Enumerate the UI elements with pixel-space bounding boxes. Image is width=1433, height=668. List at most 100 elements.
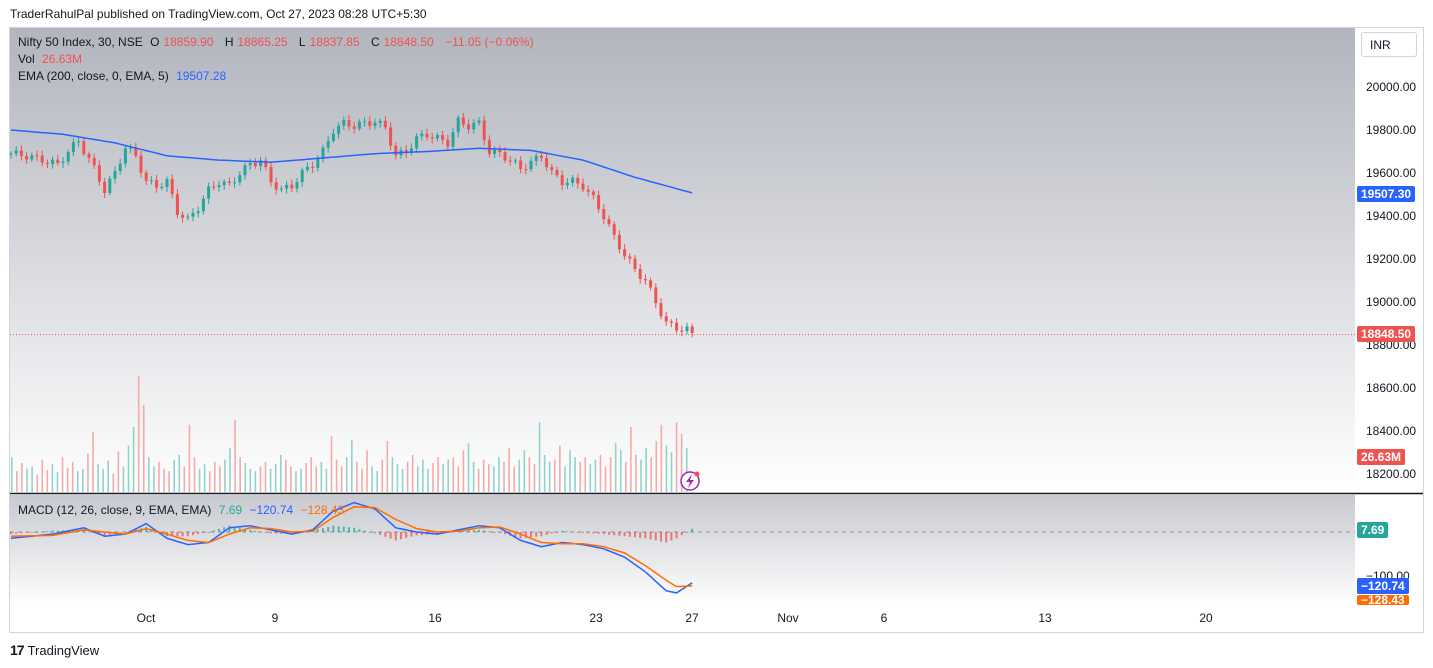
macd-histogram-bar	[202, 532, 205, 534]
candle-body	[560, 175, 564, 186]
x-tick-label: Nov	[777, 611, 798, 625]
candle-body	[326, 140, 330, 148]
volume-bar	[584, 457, 587, 492]
candle-body	[139, 155, 143, 173]
macd-histogram-bar	[634, 532, 636, 538]
candle-body	[550, 167, 554, 171]
candle-body	[108, 178, 112, 194]
macd-label[interactable]: MACD (12, 26, close, 9, EMA, EMA)	[18, 503, 212, 517]
hist-badge: 7.69	[1357, 522, 1389, 538]
candle-body	[279, 188, 283, 190]
volume-bar	[508, 447, 510, 492]
volume-bar	[300, 468, 302, 492]
candle-body	[539, 155, 543, 159]
candle-body	[14, 150, 18, 154]
volume-bar	[117, 451, 120, 492]
volume-bar	[264, 461, 267, 492]
macd-histogram-bar	[550, 532, 553, 534]
macd-histogram-bar	[108, 532, 111, 536]
y-tick-label: 19800.00	[1366, 123, 1416, 137]
candle-body	[191, 213, 195, 217]
volume-bar	[447, 459, 450, 492]
volume-bar	[619, 450, 622, 492]
candle-body	[389, 127, 393, 146]
lightning-icon[interactable]	[680, 471, 700, 491]
macd-histogram-bar	[290, 532, 293, 535]
candle-body	[233, 182, 237, 184]
candle-body	[581, 183, 585, 190]
candle-body	[82, 141, 86, 154]
macd-histogram-bar	[145, 526, 148, 532]
volume-bar	[168, 471, 170, 492]
high-value: H 18865.25	[224, 35, 288, 49]
macd-histogram-bar	[15, 532, 18, 534]
macd-histogram-bar	[36, 532, 38, 533]
candle-body	[623, 249, 627, 257]
main-pane-background	[10, 28, 1355, 493]
candle-body	[373, 122, 377, 126]
macd-histogram-bar	[88, 531, 90, 533]
candle-body	[290, 184, 294, 189]
macd-histogram-bar	[394, 532, 397, 541]
candle-body	[129, 147, 133, 149]
close-value: C 18848.50	[371, 35, 434, 49]
candle-body	[451, 132, 455, 147]
volume-bar	[528, 457, 531, 492]
vol-label[interactable]: Vol	[18, 52, 35, 66]
macd-histogram-bar	[238, 527, 241, 532]
candle-body	[149, 180, 153, 182]
candle-body	[602, 209, 606, 220]
volume-bar	[148, 457, 150, 492]
macd-histogram-bar	[420, 532, 423, 536]
volume-bar	[26, 468, 28, 492]
symbol-name[interactable]: Nifty 50 Index, 30, NSE	[18, 35, 143, 49]
x-tick-label: Oct	[137, 611, 156, 625]
candle-body	[212, 186, 216, 188]
ema-label[interactable]: EMA (200, close, 0, EMA, 5)	[18, 69, 169, 83]
macd-histogram-bar	[493, 532, 496, 533]
volume-bar	[229, 447, 231, 492]
volume-bar	[482, 459, 485, 492]
volume-bar	[249, 468, 252, 492]
macd-histogram-bar	[233, 526, 236, 532]
macd-histogram-bar	[483, 530, 486, 532]
open-value: O 18859.90	[150, 35, 214, 49]
macd-histogram-bar	[410, 532, 413, 537]
macd-histogram-bar	[322, 528, 324, 532]
candle-body	[311, 166, 315, 169]
macd-signal-value: −128.43	[300, 503, 345, 517]
candle-body	[321, 147, 325, 159]
volume-bar	[213, 461, 216, 492]
time-axis[interactable]: Oct 9 16 23 27 Nov 6 13 20	[137, 611, 1213, 625]
y-tick-label: 18600.00	[1366, 381, 1416, 395]
volume-bar	[315, 466, 318, 492]
macd-histogram-bar	[82, 529, 85, 532]
volume-bar	[183, 466, 186, 492]
candle-body	[87, 153, 91, 158]
volume-bar	[178, 454, 181, 492]
volume-bar	[234, 420, 236, 492]
volume-bar	[203, 464, 206, 492]
price-axis[interactable]: 20000.00 19800.00 19600.00 19400.00 19200.00…	[1366, 80, 1416, 481]
volume-bar	[594, 459, 597, 492]
candle-body	[571, 177, 575, 183]
volume-bar	[422, 459, 424, 492]
volume-bar	[609, 457, 612, 492]
candle-body	[316, 158, 320, 169]
macd-histogram-bar	[571, 531, 574, 533]
candle-body	[274, 182, 278, 190]
candle-body	[201, 198, 205, 212]
volume-bar	[381, 459, 384, 492]
volume-bar	[208, 471, 211, 492]
currency-button[interactable]: INR	[1361, 32, 1417, 57]
volume-bar	[513, 466, 515, 492]
macd-signal-line	[10, 506, 693, 588]
volume-bar	[340, 466, 343, 492]
volume-bar	[401, 468, 404, 492]
tradingview-logo[interactable]: 17 TradingView	[10, 642, 99, 658]
macd-histogram-bar	[389, 532, 392, 539]
candle-body	[238, 175, 242, 183]
macd-histogram-bar	[207, 532, 210, 533]
candle-body	[586, 189, 590, 192]
